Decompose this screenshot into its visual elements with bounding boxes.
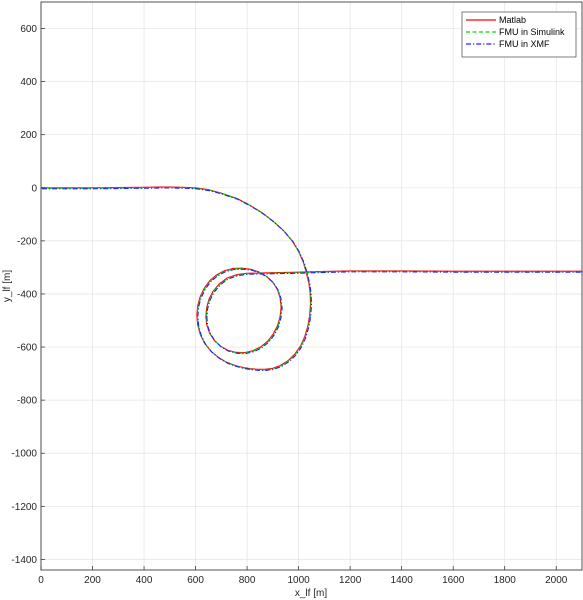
x-tick-label: 1200 <box>339 575 362 586</box>
x-tick-label: 1800 <box>494 575 517 586</box>
y-tick-label: 0 <box>31 183 37 194</box>
y-tick-label: 400 <box>20 77 37 88</box>
legend: Matlab FMU in Simulink FMU in XMF <box>461 11 577 58</box>
y-tick-label: -400 <box>17 289 37 300</box>
series-line-fmu-in-simulink <box>41 186 583 371</box>
y-tick-label: 200 <box>20 130 37 141</box>
legend-label-fmu-xmf: FMU in XMF <box>499 39 550 49</box>
x-tick-label: 0 <box>38 575 44 586</box>
x-tick-label: 2000 <box>545 575 568 586</box>
series-line-fmu-in-xmf <box>42 187 583 371</box>
x-tick-label: 1600 <box>442 575 465 586</box>
x-tick-label: 800 <box>239 575 256 586</box>
y-axis-label: y_lf [m] <box>2 270 13 302</box>
x-tick-label: 200 <box>84 575 101 586</box>
plot-area <box>41 2 582 570</box>
y-tick-label: -600 <box>17 343 37 354</box>
legend-label-matlab: Matlab <box>499 15 526 25</box>
grid <box>40 2 582 570</box>
y-tick-label: -200 <box>17 236 37 247</box>
y-tick-label: -1000 <box>11 449 37 460</box>
x-tick-label: 600 <box>187 575 204 586</box>
x-tick-label: 1400 <box>391 575 414 586</box>
y-tick-label: 600 <box>20 24 37 35</box>
x-tick-label: 400 <box>136 575 153 586</box>
x-axis-label: x_lf [m] <box>295 588 327 599</box>
legend-label-fmu-simulink: FMU in Simulink <box>499 27 565 37</box>
x-tick-label: 1000 <box>287 575 310 586</box>
y-tick-label: -1400 <box>11 555 37 566</box>
y-tick-label: -800 <box>17 396 37 407</box>
y-axis: 600 400 200 0 -200 -400 -600 -800 -1000 -1200 -140… <box>11 24 45 566</box>
plot-frame <box>40 1 583 571</box>
y-tick-label: -1200 <box>11 502 37 513</box>
x-axis: 0 200 400 600 800 1000 1200 1400 1600 1800 2000 <box>38 566 568 586</box>
series-lines <box>41 186 583 371</box>
